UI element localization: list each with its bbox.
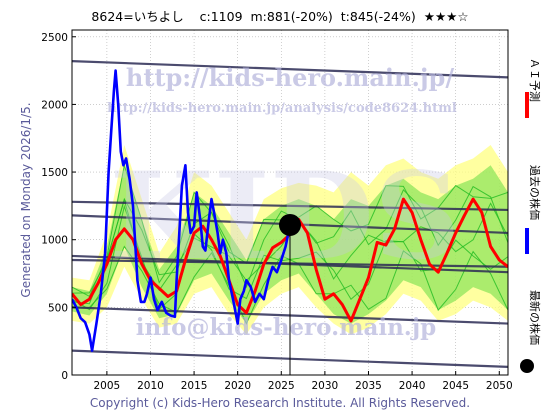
x-tick-label: 2050: [486, 380, 513, 392]
x-tick-label: 2025: [268, 380, 295, 392]
x-tick-label: 2005: [94, 380, 121, 392]
y-tick-label: 2000: [41, 99, 68, 111]
trend-line: [72, 60, 508, 79]
legend-label-prediction: ＡＩ予測: [528, 58, 542, 102]
y-axis-ticks: 0 500 1000 1500 2000 2500: [41, 32, 76, 382]
y-tick-label: 500: [48, 302, 68, 314]
legend: ＡＩ予測 過去の株価 最新の株価: [520, 58, 542, 373]
x-tick-label: 2015: [181, 380, 208, 392]
y-tick-label: 1000: [41, 235, 68, 247]
stock-name: いちよし: [133, 9, 184, 24]
x-tick-label: 2010: [137, 380, 164, 392]
current-price: c:1109: [199, 9, 243, 24]
legend-swatch-current: [520, 359, 534, 373]
min-price: m:881(-20%): [250, 9, 333, 24]
plot-frame: [71, 29, 509, 376]
x-tick-label: 2045: [442, 380, 469, 392]
x-tick-label: 2030: [312, 380, 339, 392]
watermark-email: info@kids-hero.main.jp: [136, 314, 436, 341]
y-tick-label: 1500: [41, 167, 68, 179]
x-axis-ticks: 2005 2010 2015 2020 2025 2030 2035 2040 2045 2050: [94, 371, 513, 392]
current-price-marker: [279, 213, 301, 236]
x-tick-label: 2020: [224, 380, 251, 392]
copyright-footer: Copyright (c) Kids-Hero Research Institu…: [89, 396, 471, 410]
x-tick-label: 2040: [399, 380, 426, 392]
legend-label-history: 過去の株価: [528, 165, 542, 220]
stock-code: 8624: [91, 9, 124, 24]
history-line: [72, 69, 292, 352]
legend-label-current: 最新の株価: [528, 290, 542, 345]
watermark-url-main: http://kids-hero.main.jp/: [126, 63, 454, 92]
trend-line: [72, 200, 508, 212]
chart-header: 8624=いちよし c:1109 m:881(-20%) t:845(-24%)…: [91, 9, 469, 24]
rating-stars: ★★★☆: [423, 9, 469, 24]
watermark-url-analysis: http://kids-hero.main.jp/analysis/code86…: [107, 101, 457, 116]
x-tick-label: 2035: [355, 380, 382, 392]
target-price: t:845(-24%): [340, 9, 416, 24]
y-tick-label: 2500: [41, 32, 68, 44]
y-tick-label: 0: [61, 370, 68, 382]
